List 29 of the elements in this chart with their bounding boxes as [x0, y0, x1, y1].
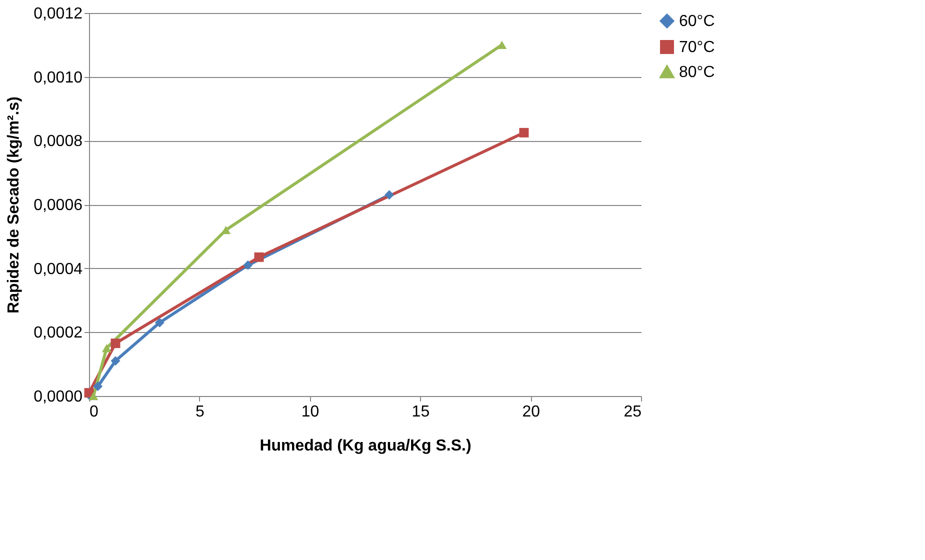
x-axis-title: Humedad (Kg agua/Kg S.S.) [260, 438, 472, 454]
y-tick-label: 0,0008 [34, 133, 83, 150]
x-tick-label: 10 [301, 404, 320, 420]
y-tick-label: 0,0000 [34, 388, 83, 406]
point [519, 128, 529, 138]
point [154, 318, 164, 328]
legend-label: 80°C [679, 64, 715, 81]
legend-label: 70°C [679, 39, 715, 56]
y-tick-label: 0,0010 [34, 69, 83, 86]
point [243, 260, 253, 270]
y-axis-title: Rapidez de Secado (kg/m².s) [6, 96, 23, 314]
x-tick-label: 25 [624, 404, 642, 420]
y-tick-label: 0,0002 [34, 324, 83, 342]
x-tick-label: 20 [522, 404, 540, 420]
point [110, 356, 120, 366]
y-tick-label: 0,0006 [34, 197, 83, 214]
point [384, 190, 394, 200]
legend-label: 60°C [679, 13, 715, 30]
y-tick-label: 0,0012 [34, 6, 83, 22]
x-tick-label: 5 [195, 404, 204, 420]
point [110, 338, 120, 348]
point [254, 252, 264, 262]
point [221, 226, 231, 234]
point [497, 40, 507, 50]
y-tick-label: 0,0004 [34, 260, 83, 278]
point [102, 344, 112, 352]
x-tick-label: 15 [412, 404, 430, 420]
x-tick-label: 0 [90, 404, 98, 420]
point [93, 382, 103, 392]
